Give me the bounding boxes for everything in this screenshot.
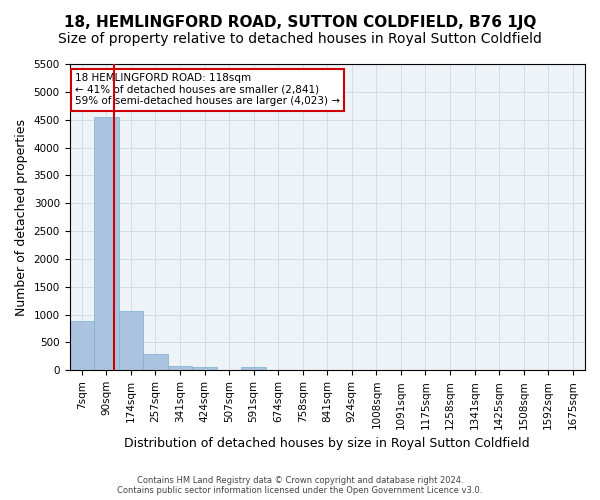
Bar — [70, 321, 94, 370]
Text: Size of property relative to detached houses in Royal Sutton Coldfield: Size of property relative to detached ho… — [58, 32, 542, 46]
X-axis label: Distribution of detached houses by size in Royal Sutton Coldfield: Distribution of detached houses by size … — [124, 437, 530, 450]
Text: 18, HEMLINGFORD ROAD, SUTTON COLDFIELD, B76 1JQ: 18, HEMLINGFORD ROAD, SUTTON COLDFIELD, … — [64, 15, 536, 30]
Bar — [168, 366, 192, 370]
Bar — [94, 117, 119, 370]
Y-axis label: Number of detached properties: Number of detached properties — [15, 118, 28, 316]
Bar — [119, 311, 143, 370]
Bar — [241, 366, 266, 370]
Bar — [192, 366, 217, 370]
Text: 18 HEMLINGFORD ROAD: 118sqm
← 41% of detached houses are smaller (2,841)
59% of : 18 HEMLINGFORD ROAD: 118sqm ← 41% of det… — [74, 73, 340, 106]
Text: Contains HM Land Registry data © Crown copyright and database right 2024.
Contai: Contains HM Land Registry data © Crown c… — [118, 476, 482, 495]
Bar — [143, 354, 168, 370]
